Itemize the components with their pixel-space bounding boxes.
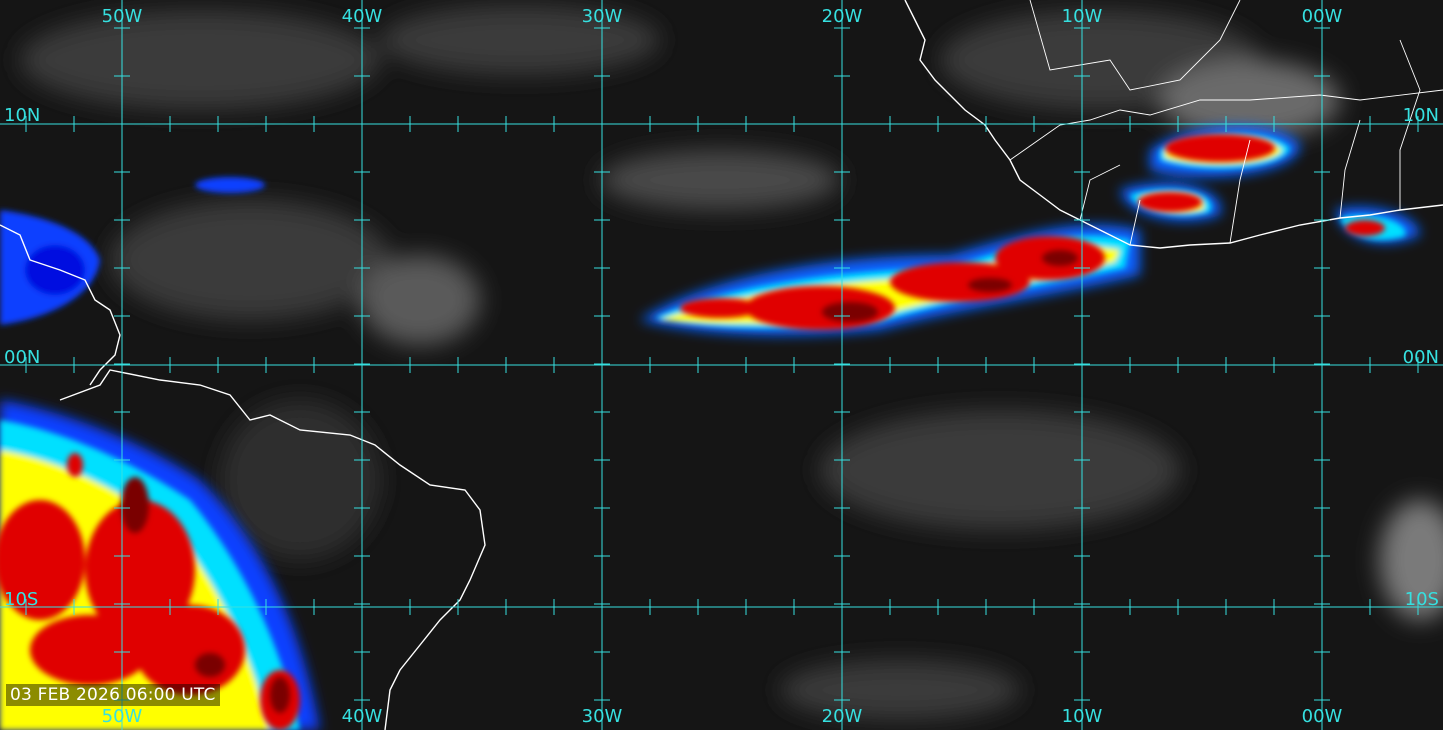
lat-labels-left: 10N 00N 10S bbox=[4, 105, 40, 610]
lon-labels-bottom: 50W 40W 30W 20W 10W 00W bbox=[102, 706, 1343, 727]
lon-label: 30W bbox=[582, 706, 623, 727]
lon-label: 40W bbox=[342, 6, 383, 27]
brazil-coast bbox=[59, 369, 486, 730]
lon-label: 30W bbox=[582, 6, 623, 27]
caribbean-cloud bbox=[0, 177, 265, 325]
guiana-coast bbox=[0, 224, 121, 386]
lon-label: 10W bbox=[1062, 6, 1103, 27]
south-america-convection bbox=[0, 400, 320, 730]
lat-label: 10S bbox=[4, 589, 38, 610]
lon-labels-top: 50W 40W 30W 20W 10W 00W bbox=[102, 6, 1343, 27]
lon-label: 00W bbox=[1302, 706, 1343, 727]
timestamp-label: 03 FEB 2026 06:00 UTC bbox=[6, 684, 220, 706]
lat-label: 10S bbox=[1405, 589, 1439, 610]
lat-label: 10N bbox=[4, 105, 40, 126]
lat-label: 10N bbox=[1403, 105, 1439, 126]
lon-label: 00W bbox=[1302, 6, 1343, 27]
grid-ticks bbox=[25, 27, 1419, 701]
west-africa-coast bbox=[904, 0, 1443, 249]
lat-label: 00N bbox=[4, 347, 40, 368]
grey-cloud-layer bbox=[20, 5, 1443, 720]
lat-labels-right: 10N 00N 10S bbox=[1403, 105, 1439, 610]
lon-label: 20W bbox=[822, 6, 863, 27]
lat-label: 00N bbox=[1403, 347, 1439, 368]
lon-label: 20W bbox=[822, 706, 863, 727]
convection-band bbox=[640, 126, 1420, 336]
lon-label: 50W bbox=[102, 6, 143, 27]
country-borders bbox=[1009, 0, 1443, 246]
lon-label: 50W bbox=[102, 706, 143, 727]
lon-label: 40W bbox=[342, 706, 383, 727]
lon-label: 10W bbox=[1062, 706, 1103, 727]
